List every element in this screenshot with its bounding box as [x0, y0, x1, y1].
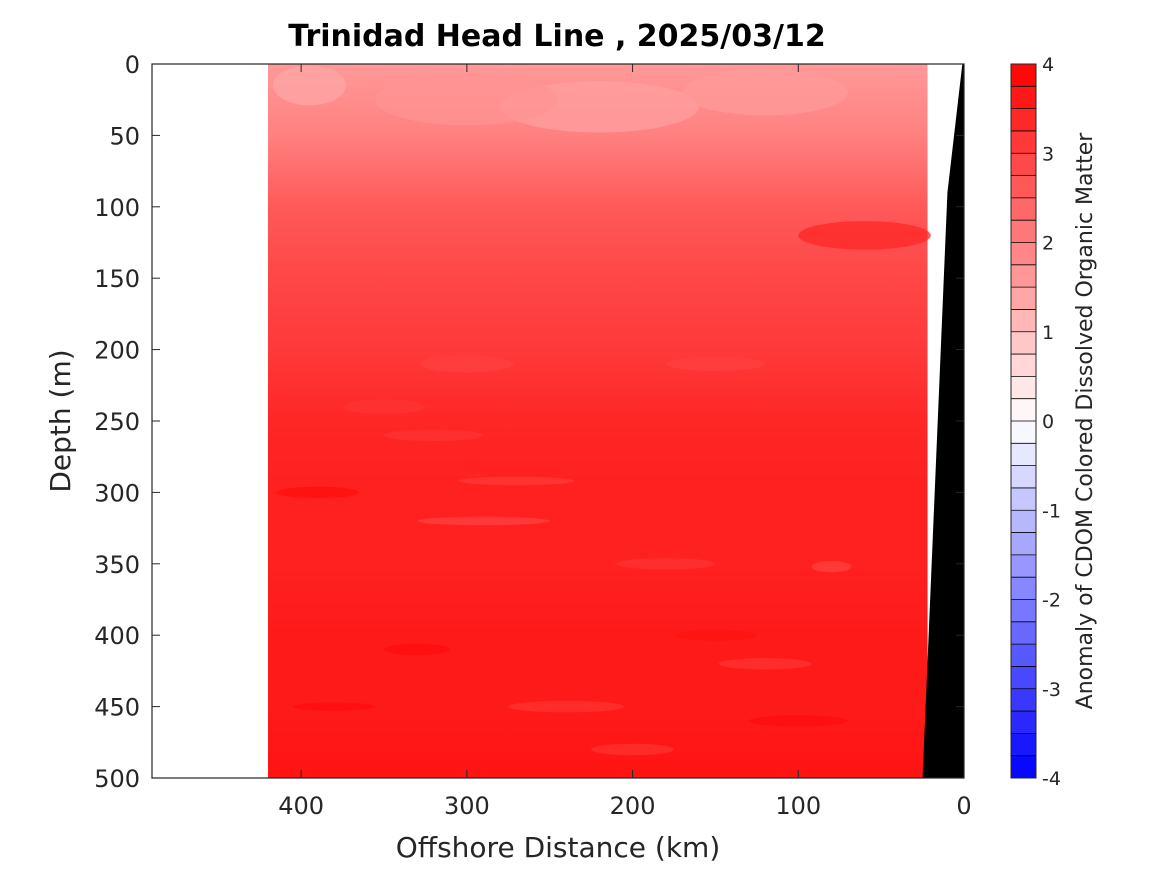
- chart-title: Trinidad Head Line , 2025/03/12: [288, 19, 825, 54]
- y-tick-label-100: 100: [94, 194, 140, 222]
- colorbar-level-24: [1011, 599, 1036, 623]
- colorbar-level-0: [1011, 64, 1036, 87]
- colorbar-tick-label--1: -1: [1042, 500, 1061, 522]
- colorbar-level-9: [1011, 264, 1036, 288]
- y-tick-label-300: 300: [94, 479, 140, 507]
- colorbar-level-8: [1011, 242, 1036, 266]
- colorbar-level-22: [1011, 554, 1036, 578]
- colorbar-tick-label-3: 3: [1042, 143, 1054, 165]
- anomaly-patch-5: [665, 356, 766, 372]
- y-tick-label-50: 50: [109, 122, 140, 150]
- y-tick-label-450: 450: [94, 694, 140, 722]
- colorbar-level-21: [1011, 532, 1036, 556]
- colorbar-level-11: [1011, 309, 1036, 333]
- colorbar-tick-label-2: 2: [1042, 233, 1054, 255]
- x-tick-label-200: 200: [610, 792, 656, 820]
- x-tick-label-100: 100: [775, 792, 821, 820]
- colorbar-tick-label-0: 0: [1042, 411, 1054, 433]
- x-axis-label: Offshore Distance (km): [396, 831, 721, 864]
- colorbar-level-4: [1011, 153, 1036, 177]
- anomaly-patch-14: [798, 221, 931, 250]
- anomaly-patch-10: [420, 355, 514, 373]
- anomaly-patch-2: [616, 558, 716, 570]
- anomaly-patch-6: [508, 700, 625, 713]
- colorbar-level-27: [1011, 666, 1036, 690]
- colorbar-level-13: [1011, 354, 1036, 377]
- colorbar-tick-label--4: -4: [1042, 768, 1061, 790]
- anomaly-patch-11: [276, 486, 360, 499]
- y-tick-label-0: 0: [125, 51, 140, 79]
- colorbar-level-6: [1011, 197, 1036, 221]
- colorbar-level-2: [1011, 108, 1036, 132]
- colorbar-level-29: [1011, 711, 1036, 734]
- colorbar-level-3: [1011, 130, 1036, 154]
- colorbar-level-1: [1011, 86, 1036, 110]
- y-tick-label-350: 350: [94, 551, 140, 579]
- colorbar-tick-label--2: -2: [1042, 590, 1061, 612]
- anomaly-patch-4: [342, 399, 426, 414]
- colorbar-level-7: [1011, 220, 1036, 243]
- anomaly-patch-8: [591, 743, 674, 756]
- y-tick-label-200: 200: [94, 337, 140, 365]
- colorbar-tick-label-1: 1: [1042, 322, 1054, 344]
- colorbar-label: Anomaly of CDOM Colored Dissolved Organi…: [1073, 132, 1098, 710]
- y-axis: 0 50 100 150 200 250 300 350 400 450 500: [94, 51, 964, 793]
- colorbar-level-12: [1011, 331, 1036, 355]
- x-tick-label-400: 400: [278, 792, 324, 820]
- colorbar-level-25: [1011, 621, 1036, 645]
- colorbar-tick-label-4: 4: [1042, 54, 1054, 76]
- colorbar-level-17: [1011, 443, 1036, 467]
- anomaly-patch-7: [718, 658, 812, 670]
- anomaly-patch-1: [458, 476, 575, 486]
- x-tick-label-300: 300: [444, 792, 490, 820]
- colorbar-level-30: [1011, 733, 1036, 757]
- anomaly-patch-3: [811, 560, 852, 573]
- y-tick-label-250: 250: [94, 408, 140, 436]
- anomaly-patch-16: [292, 702, 376, 711]
- colorbar-level-31: [1011, 755, 1036, 779]
- colorbar-tick-label--3: -3: [1042, 679, 1061, 701]
- colorbar-level-23: [1011, 577, 1036, 600]
- colorbar-level-16: [1011, 421, 1036, 444]
- colorbar-level-15: [1011, 398, 1036, 422]
- anomaly-patch-20: [272, 65, 346, 106]
- anomaly-patch-19: [375, 73, 558, 126]
- colorbar-level-18: [1011, 465, 1036, 489]
- colorbar-level-28: [1011, 688, 1036, 712]
- y-tick-label-500: 500: [94, 765, 140, 793]
- colorbar-level-19: [1011, 487, 1036, 511]
- anomaly-patch-12: [748, 715, 848, 727]
- colorbar-level-10: [1011, 287, 1036, 310]
- anomaly-patch-18: [682, 69, 849, 116]
- colorbar-level-5: [1011, 175, 1036, 199]
- anomaly-patch-0: [417, 516, 550, 526]
- anomaly-patch-13: [384, 643, 451, 656]
- colorbar-frame: [1010, 63, 1037, 779]
- y-tick-label-150: 150: [94, 265, 140, 293]
- colorbar-level-20: [1011, 510, 1036, 534]
- anomaly-patch-9: [384, 429, 484, 441]
- anomaly-field: [268, 64, 928, 778]
- colorbar-level-26: [1011, 644, 1036, 667]
- bathymetry-shelf: [922, 64, 964, 778]
- colorbar-level-14: [1011, 376, 1036, 400]
- x-axis: 400 300 200 100 0: [278, 64, 972, 820]
- y-tick-label-400: 400: [94, 622, 140, 650]
- colorbar: 4 3 2 1 0 -1 -2 -3 -4: [1010, 54, 1061, 790]
- anomaly-patch-15: [674, 629, 757, 641]
- anomaly-patches: [272, 65, 931, 756]
- x-tick-label-0: 0: [956, 792, 971, 820]
- y-axis-label: Depth (m): [44, 349, 77, 492]
